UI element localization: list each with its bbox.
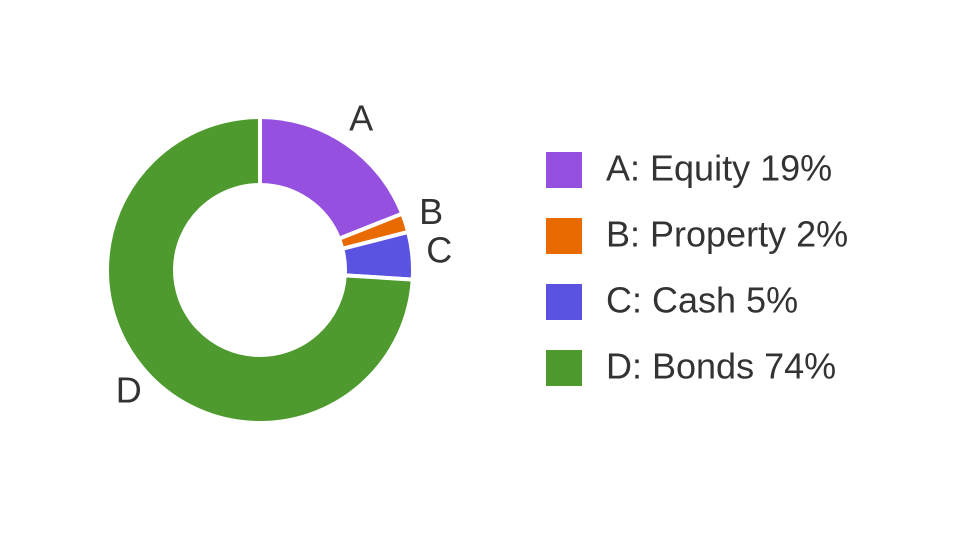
slice-label: C (426, 230, 452, 271)
legend-label: A: Equity 19% (606, 148, 832, 189)
legend-swatch (546, 218, 582, 254)
slice-label: A (349, 98, 373, 139)
legend-swatch (546, 152, 582, 188)
legend-label: C: Cash 5% (606, 280, 798, 321)
slice-label: D (116, 370, 142, 411)
donut-slice (105, 114, 415, 425)
slice-label: B (419, 191, 443, 232)
legend-swatch (546, 284, 582, 320)
legend-swatch (546, 350, 582, 386)
legend-label: D: Bonds 74% (606, 346, 836, 387)
legend-label: B: Property 2% (606, 214, 848, 255)
